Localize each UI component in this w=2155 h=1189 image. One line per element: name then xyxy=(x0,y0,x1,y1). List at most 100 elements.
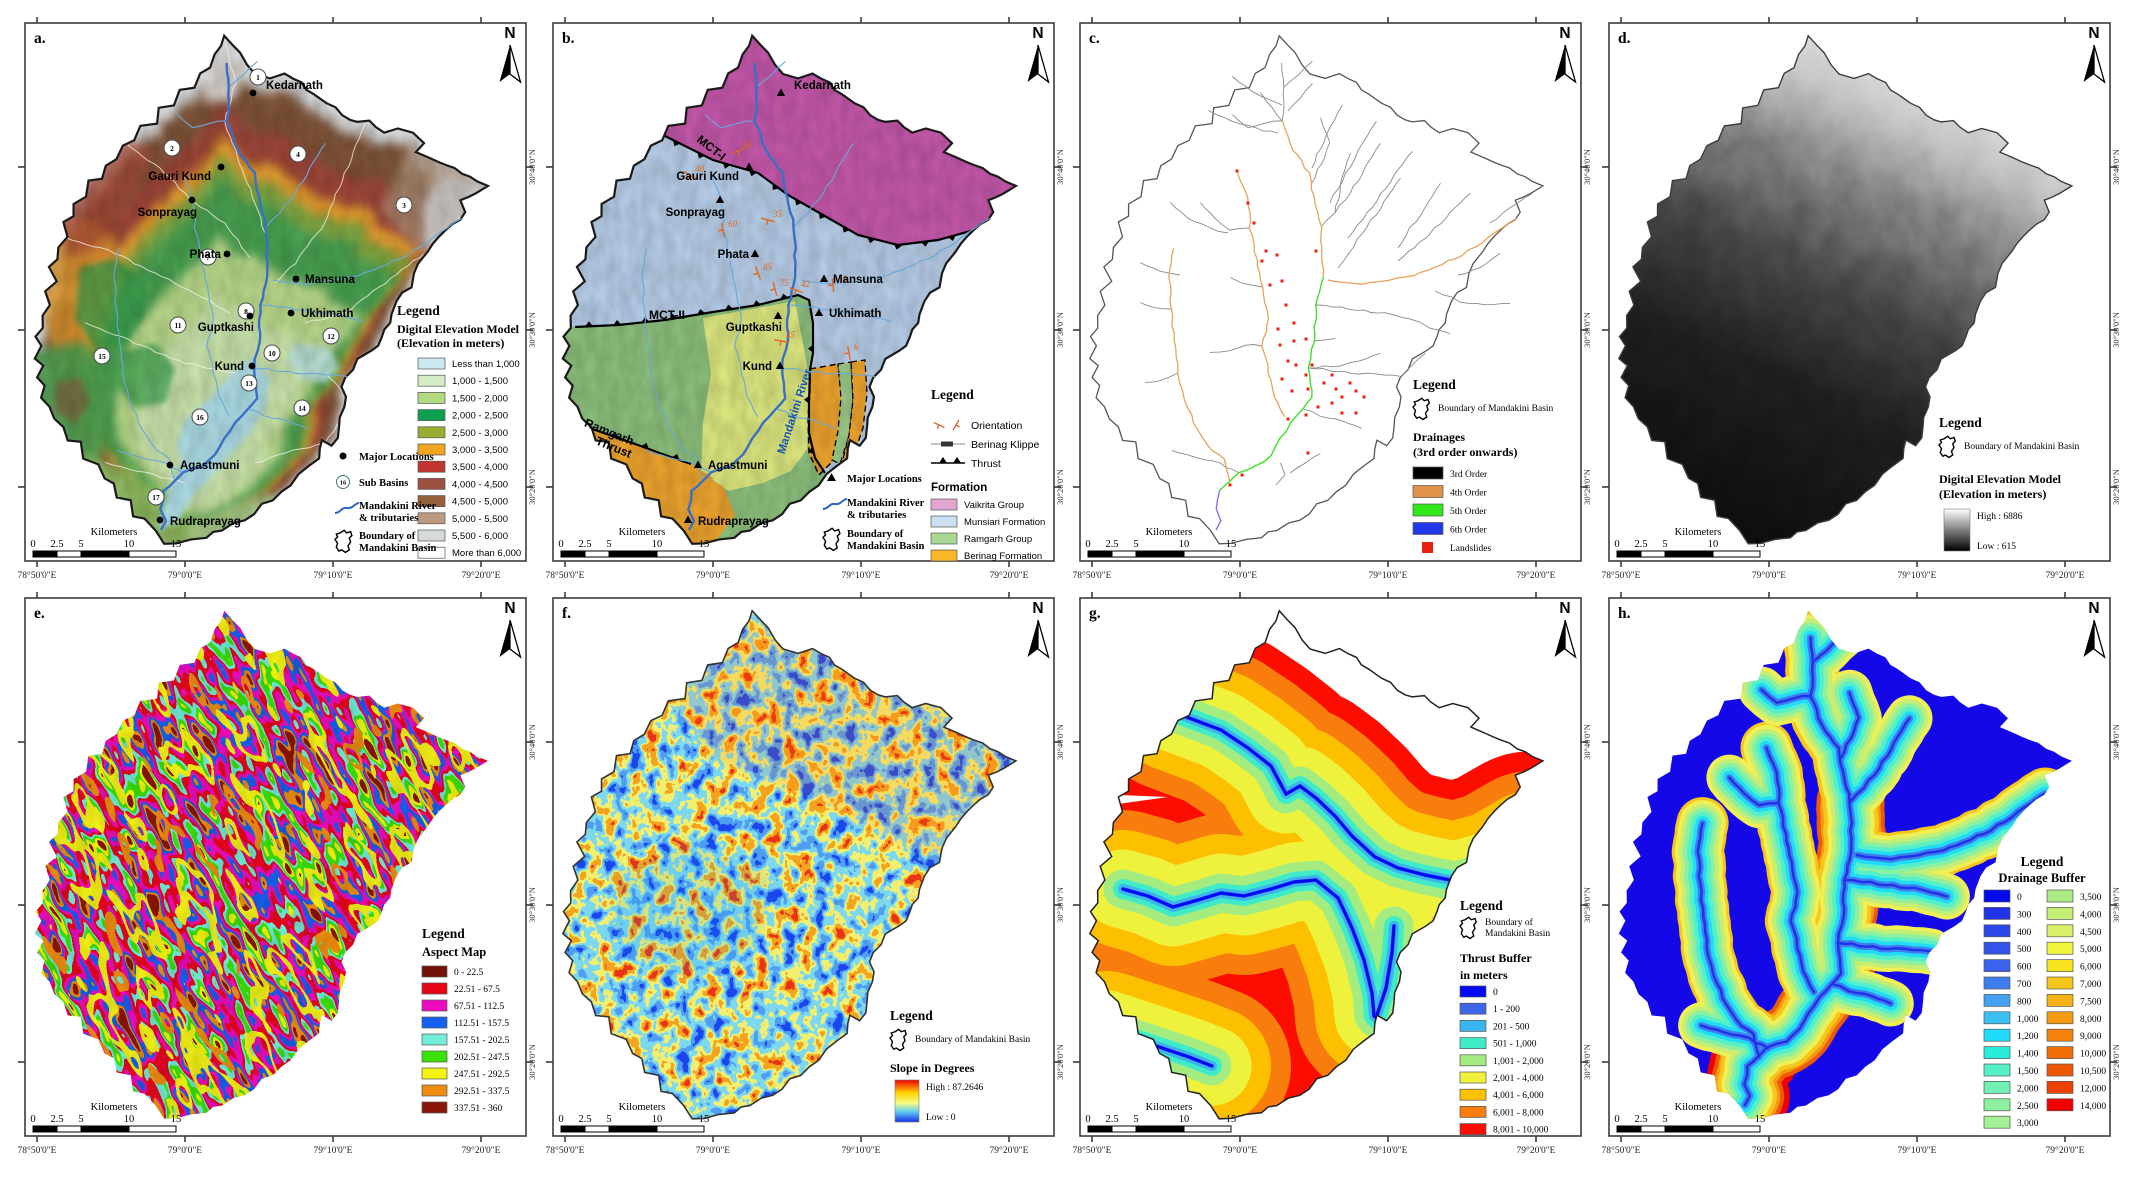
svg-text:30°20'0"N: 30°20'0"N xyxy=(2111,469,2121,505)
svg-text:2,500: 2,500 xyxy=(2017,1102,2039,1112)
svg-text:300: 300 xyxy=(2017,910,2032,920)
svg-text:79°0'0"E: 79°0'0"E xyxy=(1223,570,1257,581)
svg-text:Drainage Buffer: Drainage Buffer xyxy=(1998,871,2086,885)
svg-text:0: 0 xyxy=(1085,1114,1090,1125)
svg-text:10: 10 xyxy=(652,539,663,550)
svg-text:700: 700 xyxy=(2017,980,2032,990)
svg-text:1,500: 1,500 xyxy=(2017,1067,2039,1077)
svg-text:Guptkashi: Guptkashi xyxy=(198,322,254,334)
svg-text:5: 5 xyxy=(1133,1114,1138,1125)
svg-text:2,000: 2,000 xyxy=(2017,1084,2039,1094)
svg-text:Mandakini River: Mandakini River xyxy=(847,498,925,509)
svg-text:(Elevation in meters): (Elevation in meters) xyxy=(397,336,504,350)
svg-text:10: 10 xyxy=(1708,539,1719,550)
svg-text:30°40'0"N: 30°40'0"N xyxy=(1582,149,1592,185)
svg-text:Kilometers: Kilometers xyxy=(1146,527,1193,538)
svg-text:800: 800 xyxy=(2017,997,2032,1007)
svg-text:4,001 - 6,000: 4,001 - 6,000 xyxy=(1493,1091,1544,1101)
svg-text:Legend: Legend xyxy=(1460,898,1503,913)
svg-text:78°50'0"E: 78°50'0"E xyxy=(1073,1145,1112,1156)
svg-text:4,500: 4,500 xyxy=(2080,928,2102,938)
svg-text:1,200: 1,200 xyxy=(2017,1032,2039,1042)
svg-text:Low : 615: Low : 615 xyxy=(1977,542,2016,552)
svg-text:High : 6886: High : 6886 xyxy=(1977,512,2023,522)
svg-text:5: 5 xyxy=(78,539,83,550)
svg-text:79°20'0"E: 79°20'0"E xyxy=(462,570,501,581)
svg-text:Kilometers: Kilometers xyxy=(91,527,138,538)
svg-text:Boundary of Mandakini Basin: Boundary of Mandakini Basin xyxy=(915,1034,1031,1045)
svg-text:MCT-II: MCT-II xyxy=(649,308,685,322)
svg-text:1,500 - 2,000: 1,500 - 2,000 xyxy=(452,393,508,404)
svg-text:13: 13 xyxy=(245,379,253,388)
svg-text:2.5: 2.5 xyxy=(1634,1114,1647,1125)
svg-text:Boundary of: Boundary of xyxy=(847,529,904,540)
svg-text:600: 600 xyxy=(2017,963,2032,973)
svg-text:30°30'0"N: 30°30'0"N xyxy=(1582,887,1592,923)
svg-text:14,000: 14,000 xyxy=(2080,1102,2106,1112)
svg-text:3: 3 xyxy=(402,201,406,210)
svg-text:400: 400 xyxy=(2017,928,2032,938)
svg-text:79°10'0"E: 79°10'0"E xyxy=(1369,570,1408,581)
svg-text:10: 10 xyxy=(1179,539,1190,550)
svg-text:Legend: Legend xyxy=(890,1008,933,1023)
svg-text:30°20'0"N: 30°20'0"N xyxy=(527,469,537,505)
svg-text:4,500 - 5,000: 4,500 - 5,000 xyxy=(452,497,508,508)
svg-text:& tributaries: & tributaries xyxy=(359,513,418,524)
svg-text:b.: b. xyxy=(562,30,575,47)
svg-text:79°0'0"E: 79°0'0"E xyxy=(1223,1145,1257,1156)
svg-text:Mansuna: Mansuna xyxy=(833,274,883,286)
svg-text:2,500 - 3,000: 2,500 - 3,000 xyxy=(452,428,508,439)
svg-text:Ukhimath: Ukhimath xyxy=(301,308,353,320)
svg-text:30°30'0"N: 30°30'0"N xyxy=(527,312,537,348)
svg-text:d.: d. xyxy=(1618,30,1631,47)
svg-text:30°20'0"N: 30°20'0"N xyxy=(1582,1044,1592,1080)
svg-text:6: 6 xyxy=(854,342,859,352)
svg-text:5: 5 xyxy=(606,539,611,550)
svg-text:Major Locations: Major Locations xyxy=(847,474,922,485)
svg-text:1: 1 xyxy=(256,73,260,82)
svg-text:85: 85 xyxy=(763,262,773,272)
svg-text:79°0'0"E: 79°0'0"E xyxy=(696,1145,730,1156)
svg-text:30°40'0"N: 30°40'0"N xyxy=(1055,724,1065,760)
svg-text:Sub Basins: Sub Basins xyxy=(359,478,408,489)
svg-text:Rudraprayag: Rudraprayag xyxy=(698,516,769,528)
svg-text:5: 5 xyxy=(1133,539,1138,550)
svg-text:Kedarnath: Kedarnath xyxy=(266,80,323,92)
svg-text:30°20'0"N: 30°20'0"N xyxy=(2111,1044,2121,1080)
svg-text:3,500: 3,500 xyxy=(2080,893,2102,903)
svg-text:Formation: Formation xyxy=(931,482,987,494)
svg-text:15: 15 xyxy=(171,539,182,550)
svg-text:79°20'0"E: 79°20'0"E xyxy=(990,570,1029,581)
svg-text:Mansuna: Mansuna xyxy=(305,274,355,286)
svg-text:0 - 22.5: 0 - 22.5 xyxy=(454,968,484,978)
svg-text:78°50'0"E: 78°50'0"E xyxy=(18,1145,57,1156)
svg-text:Aspect Map: Aspect Map xyxy=(422,945,486,959)
svg-text:5: 5 xyxy=(1662,1114,1667,1125)
svg-text:0: 0 xyxy=(1085,539,1090,550)
svg-text:Sonprayag: Sonprayag xyxy=(138,207,197,219)
svg-text:79°0'0"E: 79°0'0"E xyxy=(696,570,730,581)
svg-text:5: 5 xyxy=(1662,539,1667,550)
svg-text:15: 15 xyxy=(171,1114,182,1125)
svg-text:15: 15 xyxy=(1755,539,1766,550)
svg-text:Boundary of: Boundary of xyxy=(359,531,416,542)
svg-text:45: 45 xyxy=(786,330,796,340)
svg-text:2.5: 2.5 xyxy=(1105,1114,1118,1125)
svg-text:5,000 - 5,500: 5,000 - 5,500 xyxy=(452,514,508,525)
svg-text:78°50'0"E: 78°50'0"E xyxy=(546,1145,585,1156)
svg-text:4,000 - 4,500: 4,000 - 4,500 xyxy=(452,479,508,490)
svg-text:Orientation: Orientation xyxy=(971,420,1023,432)
svg-text:30°40'0"N: 30°40'0"N xyxy=(2111,149,2121,185)
svg-text:1,400: 1,400 xyxy=(2017,1050,2039,1060)
svg-text:Kilometers: Kilometers xyxy=(1675,527,1722,538)
svg-text:79°10'0"E: 79°10'0"E xyxy=(314,570,353,581)
svg-text:Legend: Legend xyxy=(1413,377,1456,392)
svg-text:2.5: 2.5 xyxy=(50,539,63,550)
svg-text:79°0'0"E: 79°0'0"E xyxy=(1752,1145,1786,1156)
svg-text:in meters: in meters xyxy=(1460,968,1508,982)
svg-text:30°40'0"N: 30°40'0"N xyxy=(527,149,537,185)
svg-text:Agastmuni: Agastmuni xyxy=(180,460,239,472)
svg-text:10,500: 10,500 xyxy=(2080,1067,2106,1077)
svg-text:Rudraprayag: Rudraprayag xyxy=(170,516,241,528)
svg-text:30°30'0"N: 30°30'0"N xyxy=(2111,312,2121,348)
